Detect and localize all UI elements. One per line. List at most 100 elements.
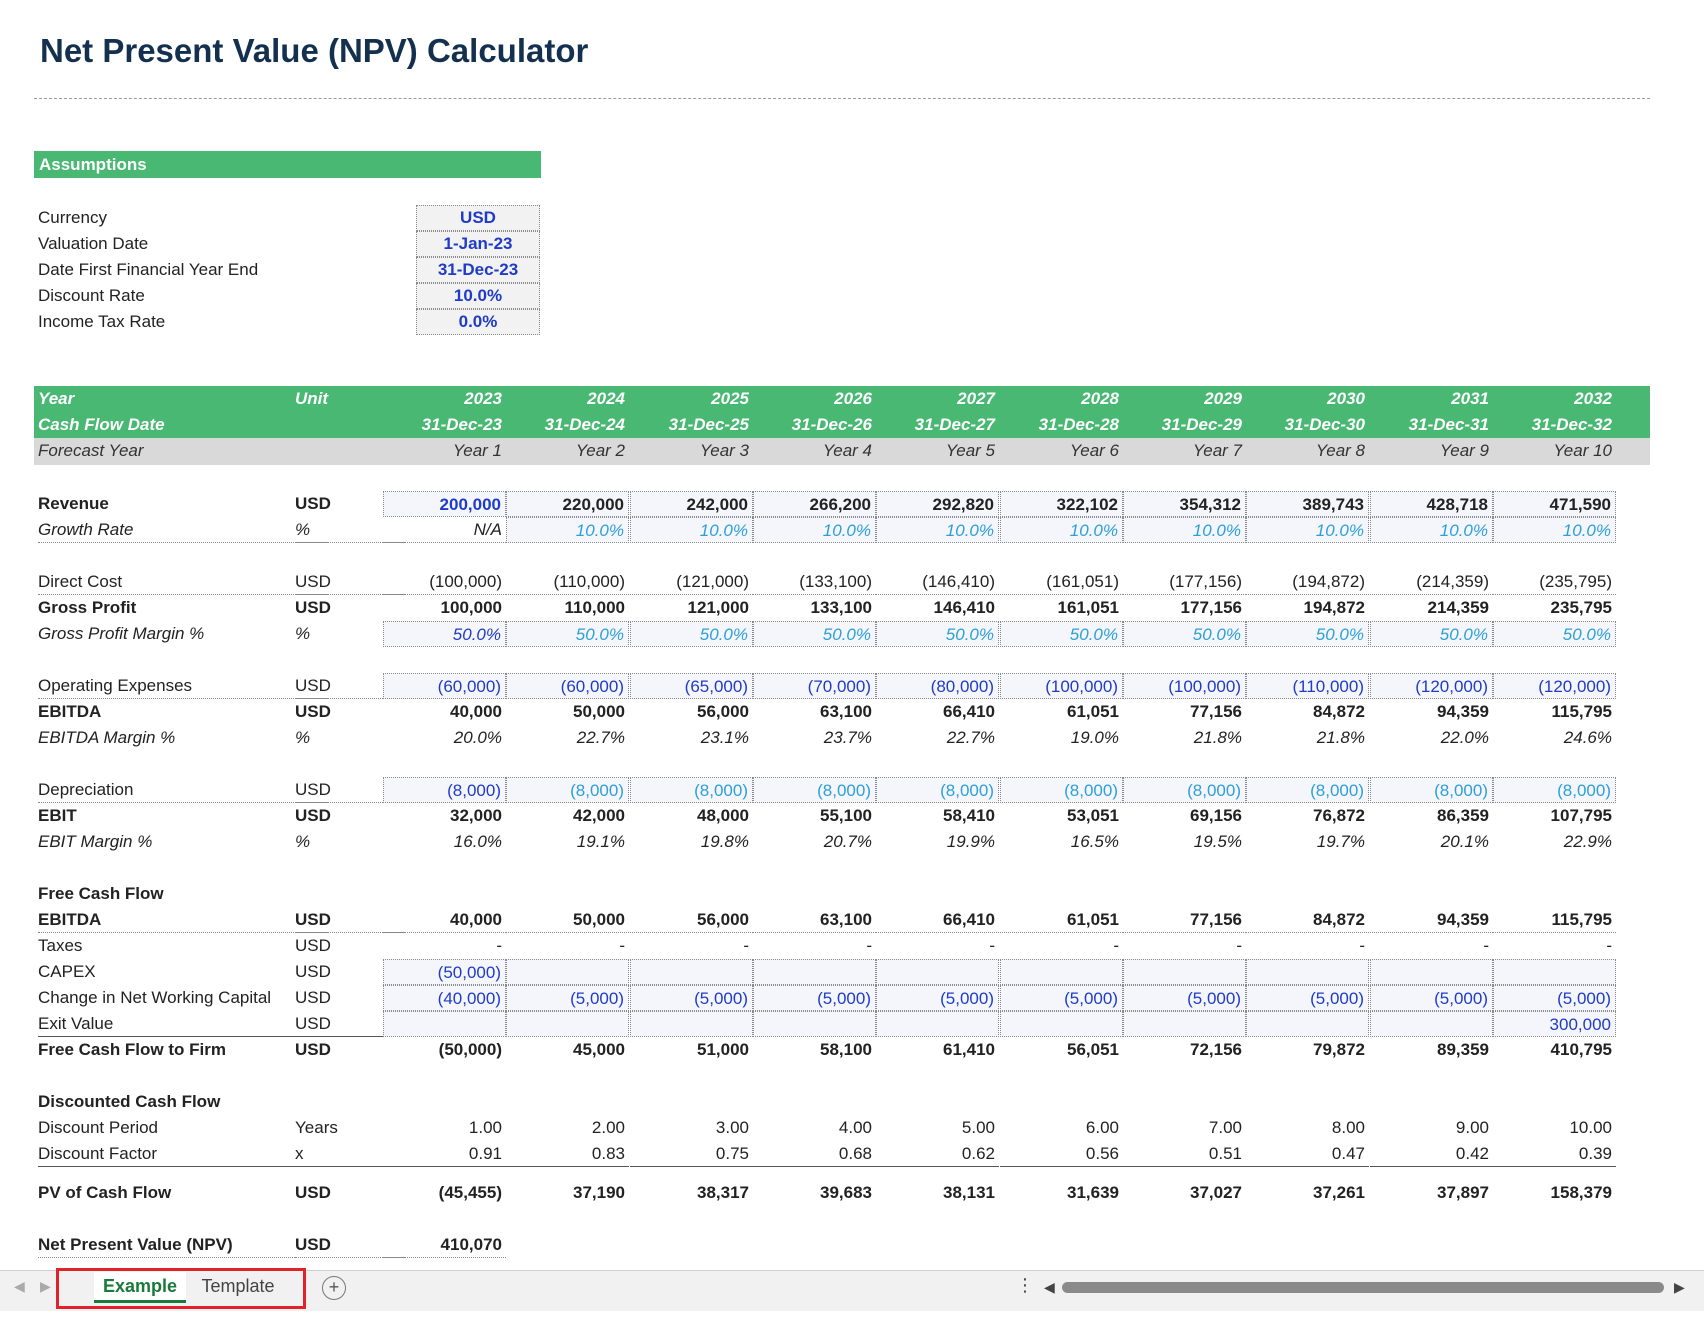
value-cell[interactable]: 77,156 bbox=[1123, 907, 1246, 933]
value-cell[interactable]: 146,410 bbox=[933, 598, 995, 617]
value-cell[interactable] bbox=[1246, 881, 1369, 907]
value-cell[interactable] bbox=[1123, 1089, 1246, 1115]
value-cell[interactable]: - bbox=[989, 936, 995, 955]
header-cell[interactable]: Year 6 bbox=[1069, 441, 1119, 460]
value-cell[interactable]: (133,100) bbox=[753, 569, 876, 595]
value-cell[interactable]: 5.00 bbox=[961, 1118, 995, 1137]
value-cell[interactable]: (214,359) bbox=[1370, 569, 1493, 595]
value-cell[interactable]: - bbox=[1606, 936, 1612, 955]
value-cell[interactable]: 2.00 bbox=[591, 1118, 625, 1137]
value-cell[interactable]: 84,872 bbox=[1246, 907, 1369, 933]
value-cell[interactable]: 56,000 bbox=[697, 702, 749, 721]
assumption-value[interactable]: 0.0% bbox=[416, 309, 540, 335]
value-cell[interactable]: (8,000) bbox=[1493, 777, 1616, 803]
value-cell[interactable]: 10.0% bbox=[753, 517, 876, 543]
header-cell[interactable]: Year 7 bbox=[1192, 441, 1242, 460]
value-cell[interactable]: 19.1% bbox=[576, 832, 625, 851]
value-cell[interactable]: N/A bbox=[383, 517, 506, 543]
value-cell[interactable]: - bbox=[496, 936, 502, 955]
value-cell[interactable]: 63,100 bbox=[753, 907, 876, 933]
value-cell[interactable]: 242,000 bbox=[630, 491, 753, 517]
header-cell[interactable]: Year 2 bbox=[575, 441, 625, 460]
value-cell[interactable]: 10.0% bbox=[1000, 517, 1123, 543]
value-cell[interactable]: (8,000) bbox=[630, 777, 753, 803]
value-cell[interactable]: 0.68 bbox=[753, 1141, 876, 1167]
value-cell[interactable]: 77,156 bbox=[1190, 702, 1242, 721]
value-cell[interactable]: 56,000 bbox=[630, 907, 753, 933]
value-cell[interactable]: 50.0% bbox=[1000, 621, 1123, 647]
value-cell[interactable]: 115,795 bbox=[1551, 702, 1612, 721]
header-cell[interactable]: 2024 bbox=[587, 389, 625, 408]
value-cell[interactable]: 0.39 bbox=[1493, 1141, 1616, 1167]
value-cell[interactable]: 61,051 bbox=[1000, 907, 1123, 933]
value-cell[interactable] bbox=[1246, 1089, 1369, 1115]
value-cell[interactable]: 94,359 bbox=[1437, 702, 1489, 721]
header-cell[interactable]: 31-Dec-27 bbox=[914, 415, 995, 434]
header-cell[interactable]: 31-Dec-30 bbox=[1284, 415, 1365, 434]
value-cell[interactable]: (8,000) bbox=[876, 777, 999, 803]
value-cell[interactable]: 0.51 bbox=[1123, 1141, 1246, 1167]
value-cell[interactable]: 107,795 bbox=[1550, 806, 1612, 825]
value-cell[interactable]: (8,000) bbox=[506, 777, 629, 803]
header-cell[interactable]: 2031 bbox=[1451, 389, 1489, 408]
value-cell[interactable]: 22.7% bbox=[576, 728, 625, 747]
value-cell[interactable]: 69,156 bbox=[1190, 806, 1242, 825]
value-cell[interactable]: 72,156 bbox=[1190, 1040, 1242, 1059]
value-cell[interactable]: (5,000) bbox=[630, 985, 753, 1011]
value-cell[interactable]: 471,590 bbox=[1493, 491, 1616, 517]
value-cell[interactable] bbox=[1000, 959, 1123, 985]
header-cell[interactable]: 31-Dec-24 bbox=[544, 415, 625, 434]
value-cell[interactable]: 428,718 bbox=[1370, 491, 1493, 517]
value-cell[interactable]: (60,000) bbox=[383, 673, 506, 699]
value-cell[interactable]: 42,000 bbox=[573, 806, 625, 825]
value-cell[interactable]: 40,000 bbox=[450, 702, 502, 721]
value-cell[interactable]: 21.8% bbox=[1193, 728, 1242, 747]
header-cell[interactable]: Year 4 bbox=[822, 441, 872, 460]
value-cell[interactable]: 76,872 bbox=[1313, 806, 1365, 825]
value-cell[interactable] bbox=[630, 881, 753, 907]
value-cell[interactable] bbox=[630, 1011, 753, 1037]
value-cell[interactable]: 66,410 bbox=[876, 907, 999, 933]
header-cell[interactable]: 31-Dec-23 bbox=[421, 415, 502, 434]
value-cell[interactable]: 37,190 bbox=[573, 1183, 625, 1202]
value-cell[interactable]: (110,000) bbox=[1246, 673, 1369, 699]
value-cell[interactable]: 4.00 bbox=[838, 1118, 872, 1137]
value-cell[interactable] bbox=[630, 1089, 753, 1115]
header-cell[interactable]: 31-Dec-28 bbox=[1038, 415, 1119, 434]
assumption-value[interactable]: 10.0% bbox=[416, 283, 540, 309]
value-cell[interactable] bbox=[753, 959, 876, 985]
value-cell[interactable]: 50.0% bbox=[1493, 621, 1616, 647]
value-cell[interactable]: 292,820 bbox=[876, 491, 999, 517]
value-cell[interactable]: 220,000 bbox=[506, 491, 629, 517]
value-cell[interactable]: 3.00 bbox=[715, 1118, 749, 1137]
value-cell[interactable]: (100,000) bbox=[383, 569, 506, 595]
value-cell[interactable]: 161,051 bbox=[1057, 598, 1119, 617]
value-cell[interactable] bbox=[1246, 1011, 1369, 1037]
assumption-value[interactable]: 31-Dec-23 bbox=[416, 257, 540, 283]
value-cell[interactable]: 50.0% bbox=[1246, 621, 1369, 647]
value-cell[interactable]: 200,000 bbox=[383, 491, 506, 517]
value-cell[interactable]: (121,000) bbox=[630, 569, 753, 595]
value-cell[interactable]: 63,100 bbox=[820, 702, 872, 721]
value-cell[interactable]: 38,317 bbox=[697, 1183, 749, 1202]
value-cell[interactable] bbox=[383, 881, 506, 907]
value-cell[interactable]: (8,000) bbox=[383, 777, 506, 803]
value-cell[interactable]: 20.1% bbox=[1440, 832, 1489, 851]
value-cell[interactable] bbox=[1123, 881, 1246, 907]
value-cell[interactable]: 115,795 bbox=[1493, 907, 1616, 933]
value-cell[interactable] bbox=[1370, 1011, 1493, 1037]
value-cell[interactable] bbox=[753, 1011, 876, 1037]
value-cell[interactable]: 0.75 bbox=[630, 1141, 753, 1167]
value-cell[interactable]: 50,000 bbox=[573, 702, 625, 721]
header-cell[interactable]: 2030 bbox=[1327, 389, 1365, 408]
value-cell[interactable]: (146,410) bbox=[876, 569, 999, 595]
value-cell[interactable]: (8,000) bbox=[753, 777, 876, 803]
value-cell[interactable]: 20.7% bbox=[823, 832, 872, 851]
value-cell[interactable]: 32,000 bbox=[450, 806, 502, 825]
value-cell[interactable]: (8,000) bbox=[1246, 777, 1369, 803]
value-cell[interactable]: 0.56 bbox=[1000, 1141, 1123, 1167]
horizontal-scrollbar[interactable] bbox=[1062, 1282, 1664, 1293]
value-cell[interactable]: 24.6% bbox=[1563, 728, 1612, 747]
value-cell[interactable]: (8,000) bbox=[1370, 777, 1493, 803]
value-cell[interactable] bbox=[876, 959, 999, 985]
